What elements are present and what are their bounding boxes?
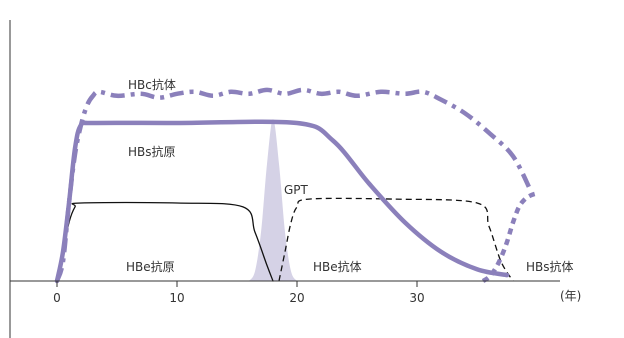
label-hbc-antibody: HBc抗体 [128, 77, 176, 92]
x-tick-label: 20 [289, 291, 304, 305]
series-line-3 [278, 197, 514, 282]
series-layer [54, 87, 538, 284]
x-axis-unit-label: (年) [560, 289, 581, 303]
series-line-0 [54, 87, 534, 282]
label-hbs-antibody: HBs抗体 [526, 259, 574, 274]
label-hbs-antigen: HBs抗原 [128, 144, 176, 159]
x-tick-label: 0 [53, 291, 61, 305]
tick-layer: 0 10 20 30 [53, 281, 425, 305]
label-gpt: GPT [284, 183, 309, 197]
label-hbe-antigen: HBe抗原 [126, 259, 175, 274]
x-tick-label: 30 [409, 291, 424, 305]
label-hbe-antibody: HBe抗体 [313, 259, 362, 274]
series-line-1 [54, 119, 510, 284]
gpt-peak-area [249, 119, 297, 281]
series-line-4 [481, 191, 538, 283]
x-tick-label: 10 [169, 291, 184, 305]
